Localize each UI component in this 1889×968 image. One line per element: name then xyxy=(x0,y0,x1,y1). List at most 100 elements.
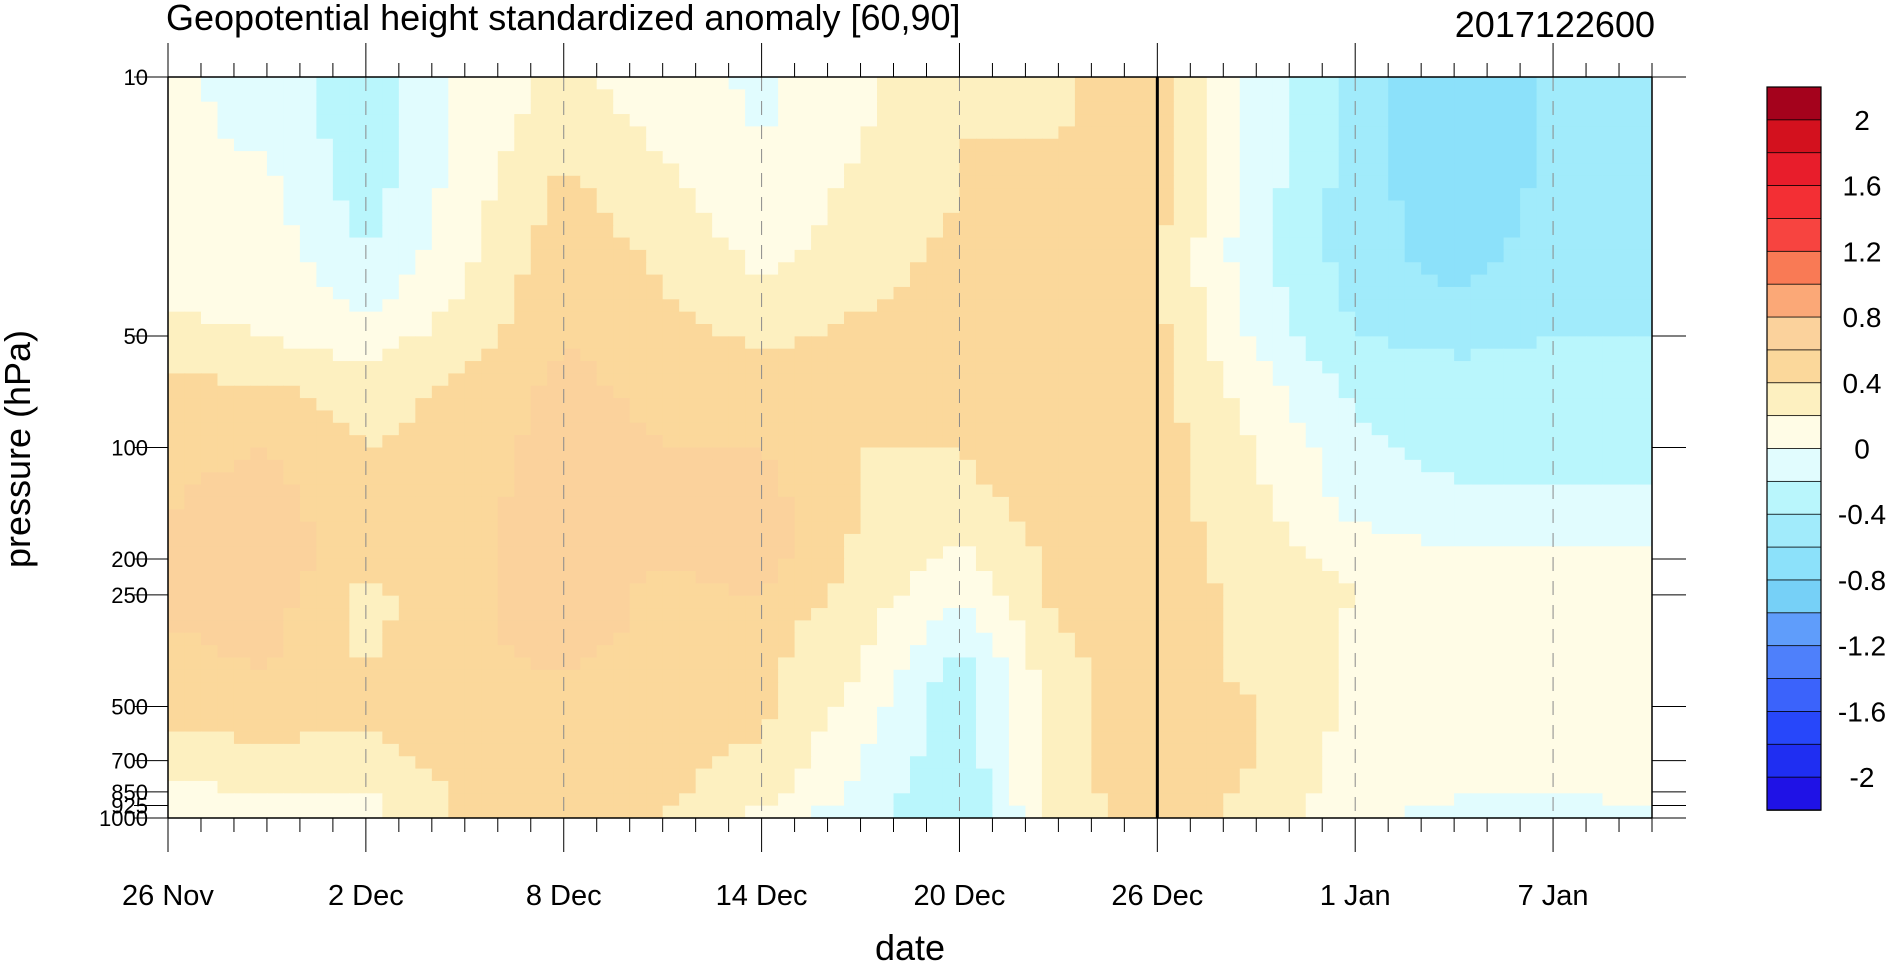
contour-cell xyxy=(910,324,928,337)
contour-cell xyxy=(217,682,235,696)
contour-cell xyxy=(168,632,186,646)
contour-cell xyxy=(728,373,746,387)
contour-cell xyxy=(811,398,829,412)
contour-cell xyxy=(992,620,1010,634)
contour-cell xyxy=(1619,447,1637,461)
contour-cell xyxy=(1074,348,1092,362)
contour-cell xyxy=(382,175,400,189)
contour-cell xyxy=(827,645,845,659)
contour-cell xyxy=(1338,608,1356,621)
contour-cell xyxy=(778,546,796,560)
contour-cell xyxy=(1223,324,1241,337)
contour-cell xyxy=(745,77,763,90)
contour-cell xyxy=(1487,89,1505,103)
contour-cell xyxy=(1157,435,1175,449)
contour-cell xyxy=(200,89,219,103)
contour-cell xyxy=(1586,558,1604,572)
contour-cell xyxy=(761,669,779,683)
contour-cell xyxy=(316,657,334,671)
contour-cell xyxy=(448,706,466,720)
contour-cell xyxy=(1338,435,1356,449)
contour-cell xyxy=(1371,138,1389,152)
contour-cell xyxy=(1536,77,1554,90)
contour-cell xyxy=(1619,657,1637,671)
contour-cell xyxy=(1553,496,1571,510)
contour-cell xyxy=(745,385,763,399)
contour-cell xyxy=(1107,533,1125,547)
contour-cell xyxy=(860,632,878,646)
contour-cell xyxy=(1635,571,1652,584)
contour-cell xyxy=(332,274,350,288)
contour-cell xyxy=(613,237,631,251)
contour-cell xyxy=(695,324,713,337)
contour-cell xyxy=(942,706,961,720)
contour-cell xyxy=(168,496,186,510)
contour-cell xyxy=(646,608,664,621)
contour-cell xyxy=(662,435,680,449)
contour-cell xyxy=(1371,188,1389,202)
contour-cell xyxy=(844,126,862,140)
contour-cell xyxy=(299,706,317,720)
contour-cell xyxy=(662,286,680,300)
contour-cell xyxy=(464,731,482,745)
contour-cell xyxy=(1470,101,1488,115)
contour-cell xyxy=(745,583,763,597)
contour-cell xyxy=(1322,472,1340,486)
contour-cell xyxy=(1371,237,1389,251)
contour-cell xyxy=(481,324,499,337)
contour-cell xyxy=(1239,237,1257,251)
contour-cell xyxy=(662,299,680,313)
contour-cell xyxy=(514,459,532,473)
contour-cell xyxy=(184,89,202,103)
contour-cell xyxy=(1503,657,1521,671)
contour-cell xyxy=(1173,571,1191,584)
contour-cell xyxy=(530,286,548,300)
contour-cell xyxy=(1256,484,1274,498)
contour-cell xyxy=(893,361,911,374)
contour-cell xyxy=(250,731,268,745)
contour-cell xyxy=(1586,188,1604,202)
contour-cell xyxy=(1239,533,1257,547)
contour-cell xyxy=(1322,583,1340,597)
contour-cell xyxy=(547,262,565,276)
contour-cell xyxy=(283,212,301,226)
contour-cell xyxy=(761,595,779,609)
contour-cell xyxy=(1569,299,1587,313)
contour-cell xyxy=(662,608,680,621)
contour-cell xyxy=(646,719,664,733)
contour-cell xyxy=(1569,212,1587,226)
contour-cell xyxy=(992,657,1010,671)
contour-cell xyxy=(761,521,779,535)
contour-cell xyxy=(1355,188,1373,202)
contour-cell xyxy=(266,311,285,325)
contour-cell xyxy=(910,595,928,609)
contour-cell xyxy=(1454,571,1472,584)
contour-cell xyxy=(811,299,829,313)
contour-cell xyxy=(613,459,631,473)
contour-cell xyxy=(1338,422,1356,436)
contour-cell xyxy=(646,509,664,523)
contour-cell xyxy=(382,558,400,572)
contour-cell xyxy=(299,608,317,621)
contour-cell xyxy=(1553,571,1571,584)
contour-cell xyxy=(266,77,285,90)
contour-cell xyxy=(1058,77,1076,90)
contour-cell xyxy=(1586,546,1604,560)
contour-cell xyxy=(217,324,235,337)
contour-cell xyxy=(1388,398,1406,412)
contour-cell xyxy=(250,348,268,362)
contour-cell xyxy=(1140,694,1158,708)
contour-cell xyxy=(200,447,219,461)
contour-cell xyxy=(1289,163,1307,177)
contour-cell xyxy=(1569,175,1587,189)
contour-cell xyxy=(679,299,697,313)
contour-cell xyxy=(332,138,350,152)
contour-cell xyxy=(1223,77,1241,90)
contour-cell xyxy=(1157,459,1175,473)
contour-cell xyxy=(1272,373,1290,387)
contour-cell xyxy=(712,324,730,337)
contour-cell xyxy=(448,249,466,263)
contour-cell xyxy=(349,533,367,547)
contour-cell xyxy=(1140,385,1158,399)
contour-cell xyxy=(1355,743,1373,757)
